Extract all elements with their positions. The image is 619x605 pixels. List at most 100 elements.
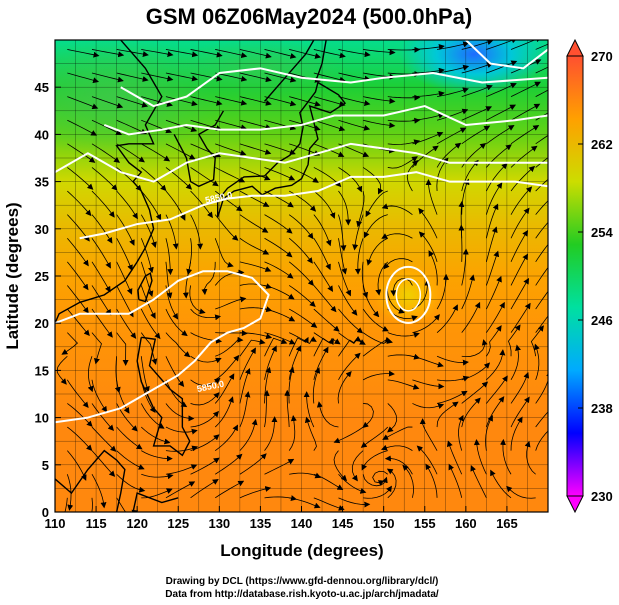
streamline	[239, 96, 272, 106]
streamline	[412, 90, 445, 98]
streamline	[486, 162, 508, 192]
streamline	[446, 440, 463, 475]
streamline	[239, 486, 272, 499]
streamline	[338, 261, 352, 297]
streamline	[165, 96, 198, 107]
streamline	[387, 332, 420, 338]
streamline	[313, 214, 332, 247]
colorbar: 230 238 246 254 262 270	[566, 38, 613, 514]
streamline	[116, 96, 149, 108]
streamline	[116, 49, 149, 58]
streamline	[264, 332, 296, 345]
streamline	[461, 362, 491, 381]
streamline	[289, 49, 322, 59]
streamline	[66, 474, 74, 511]
y-tick-label: 35	[35, 175, 49, 190]
streamline	[264, 308, 296, 322]
streamline	[116, 143, 145, 163]
streamline	[486, 301, 505, 333]
streamline	[91, 403, 115, 431]
streamline	[116, 167, 142, 192]
streamline	[510, 416, 523, 451]
height-contour-ring	[395, 278, 422, 312]
streamline	[437, 64, 470, 74]
streamline	[448, 463, 463, 498]
streamline	[510, 277, 530, 310]
y-tick-label: 20	[35, 316, 49, 331]
streamline	[508, 324, 521, 357]
streamline	[383, 258, 413, 270]
streamline	[141, 426, 171, 445]
streamline	[461, 84, 493, 98]
streamline	[473, 439, 487, 475]
streamline	[165, 167, 193, 190]
streamline	[316, 401, 339, 428]
streamline	[215, 330, 248, 337]
streamline	[91, 332, 102, 365]
x-tick-label: 150	[373, 516, 395, 531]
streamline	[289, 332, 317, 345]
streamline	[382, 426, 413, 440]
streamline	[461, 301, 481, 333]
streamline	[313, 337, 334, 357]
streamline	[91, 96, 124, 109]
x-tick-label: 145	[332, 516, 354, 531]
streamline	[140, 403, 165, 429]
streamline	[116, 473, 146, 493]
streamline	[215, 167, 246, 183]
credit-line-1: Drawing by DCL (https://www.gfd-dennou.o…	[166, 576, 439, 587]
streamline	[288, 366, 295, 404]
streamline	[91, 214, 113, 244]
streamline	[485, 415, 493, 451]
streamline	[412, 67, 445, 74]
streamline	[510, 230, 529, 263]
x-tick-label: 160	[455, 516, 477, 531]
streamline	[485, 203, 499, 239]
streamline	[461, 62, 494, 74]
streamline	[535, 221, 548, 239]
streamline	[485, 396, 505, 428]
streamline	[425, 178, 438, 215]
streamline	[352, 214, 364, 251]
streamline	[362, 308, 389, 332]
streamline	[165, 379, 188, 408]
streamline	[363, 485, 392, 499]
streamline	[67, 403, 93, 427]
streamline	[436, 127, 467, 145]
streamline	[67, 426, 93, 452]
streamline	[535, 290, 548, 310]
streamline	[470, 465, 487, 499]
streamline	[215, 96, 248, 106]
streamline	[289, 143, 321, 156]
streamline	[361, 450, 388, 471]
streamline	[190, 119, 223, 131]
streamline	[510, 125, 540, 145]
x-tick-label: 120	[126, 516, 148, 531]
streamline	[190, 72, 223, 82]
streamline	[461, 125, 491, 145]
streamline	[264, 261, 294, 279]
streamline	[141, 167, 167, 192]
height-contour	[465, 40, 548, 70]
streamline	[510, 186, 533, 215]
streamline	[165, 285, 179, 320]
streamline	[239, 332, 273, 340]
streamline	[510, 371, 530, 404]
streamline	[461, 40, 494, 50]
streamline	[289, 472, 322, 479]
streamline	[140, 190, 162, 221]
streamline	[363, 214, 388, 239]
streamline	[67, 237, 89, 267]
streamline	[190, 214, 204, 250]
streamline	[239, 261, 272, 272]
streamline	[386, 468, 397, 499]
streamline	[140, 356, 150, 393]
streamline	[288, 285, 316, 308]
streamline	[67, 143, 96, 163]
streamline	[141, 49, 174, 58]
streamline	[67, 450, 87, 481]
streamline	[506, 485, 536, 499]
streamline	[165, 49, 199, 58]
streamline	[215, 72, 248, 82]
streamline	[419, 418, 438, 451]
